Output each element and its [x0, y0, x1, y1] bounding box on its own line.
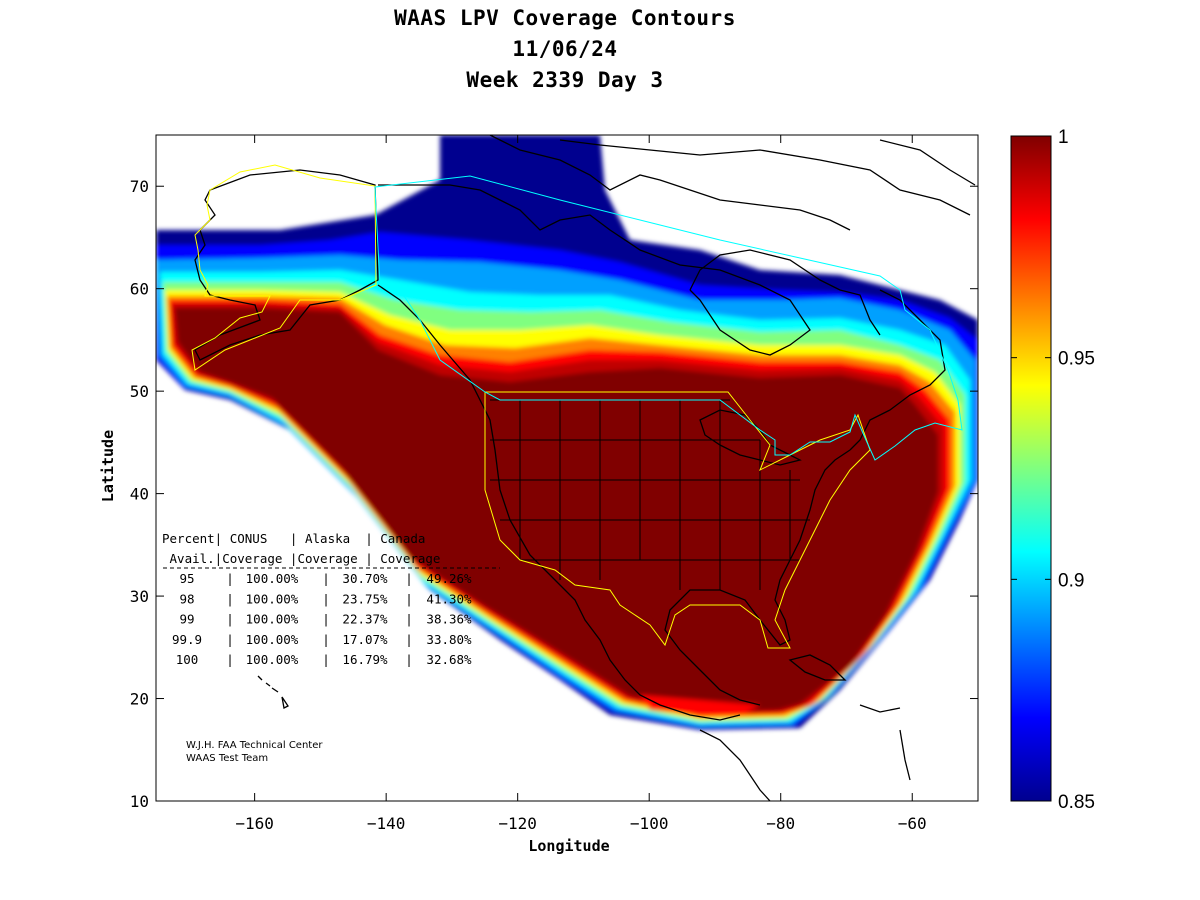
conus-boundary	[484, 391, 871, 649]
row-conus: 100.00%	[246, 591, 299, 606]
row-sep: |	[405, 571, 413, 586]
chart-date: 11/06/24	[512, 37, 618, 61]
x-axis: −160 −140 −120 −100 −80 −60	[235, 135, 927, 833]
row-sep: |	[226, 612, 234, 627]
plot-frame	[155, 134, 979, 802]
row-conus: 100.00%	[246, 612, 299, 627]
row-avail: 100	[176, 652, 199, 667]
colorbar-tick-label: 1	[1058, 127, 1069, 148]
row-alaska: 30.70%	[342, 571, 388, 586]
row-sep: |	[322, 612, 330, 627]
row-sep: |	[322, 632, 330, 647]
x-tick-label: −100	[630, 814, 669, 833]
row-alaska: 17.07%	[342, 632, 388, 647]
table-header-1: Percent| CONUS | Alaska | Canada	[162, 531, 425, 546]
coverage-table: Percent| CONUS | Alaska | Canada Avail.|…	[162, 531, 500, 667]
colorbar-ticks: 1 0.95 0.9 0.85	[1011, 127, 1095, 813]
row-sep: |	[405, 652, 413, 667]
y-axis: 10 20 30 40 50 60 70	[130, 177, 978, 811]
row-canada: 41.30%	[426, 591, 472, 606]
chart-title: WAAS LPV Coverage Contours	[394, 6, 736, 30]
row-avail: 98	[179, 591, 194, 606]
row-canada: 49.26%	[426, 571, 472, 586]
table-header-2: Avail.|Coverage |Coverage | Coverage	[162, 551, 440, 566]
row-conus: 100.00%	[246, 652, 299, 667]
credit-line-1: W.J.H. FAA Technical Center	[186, 740, 323, 751]
row-conus: 100.00%	[246, 632, 299, 647]
row-sep: |	[405, 632, 413, 647]
alaska-boundary	[191, 164, 377, 371]
row-avail: 99.9	[172, 632, 202, 647]
y-tick-label: 50	[130, 382, 149, 401]
row-sep: |	[226, 591, 234, 606]
x-tick-label: −60	[898, 814, 927, 833]
y-tick-label: 70	[130, 177, 149, 196]
table-rows: 95 | 100.00% | 30.70% | 49.26% 98 | 100.00% | 23.75…	[172, 571, 472, 667]
y-tick-label: 20	[130, 690, 149, 709]
y-tick-label: 40	[130, 485, 149, 504]
x-tick-label: −140	[367, 814, 406, 833]
credit-line-2: WAAS Test Team	[186, 753, 268, 764]
plot-area	[156, 135, 978, 801]
row-alaska: 23.75%	[342, 591, 388, 606]
y-axis-label: Latitude	[99, 430, 117, 502]
colorbar-gradient	[1010, 135, 1052, 802]
x-tick-label: −80	[766, 814, 795, 833]
row-sep: |	[322, 591, 330, 606]
row-conus: 100.00%	[246, 571, 299, 586]
row-alaska: 16.79%	[342, 652, 388, 667]
row-alaska: 22.37%	[342, 612, 388, 627]
row-avail: 95	[179, 571, 194, 586]
colorbar-tick-label: 0.95	[1058, 349, 1095, 370]
colorbar: 1 0.95 0.9 0.85	[1010, 127, 1095, 813]
x-tick-label: −160	[235, 814, 274, 833]
y-tick-label: 30	[130, 587, 149, 606]
row-sep: |	[322, 571, 330, 586]
x-axis-label: Longitude	[528, 837, 609, 855]
row-sep: |	[226, 652, 234, 667]
row-canada: 32.68%	[426, 652, 472, 667]
chart-week-day: Week 2339 Day 3	[466, 68, 664, 92]
service-boundaries	[191, 164, 963, 649]
y-tick-label: 60	[130, 280, 149, 299]
x-tick-label: −120	[498, 814, 537, 833]
row-canada: 38.36%	[426, 612, 472, 627]
row-sep: |	[405, 591, 413, 606]
canada-boundary	[374, 175, 963, 461]
row-sep: |	[226, 571, 234, 586]
row-sep: |	[322, 652, 330, 667]
colorbar-tick-label: 0.85	[1058, 792, 1095, 813]
y-tick-label: 10	[130, 792, 149, 811]
colorbar-tick-label: 0.9	[1058, 570, 1084, 591]
row-sep: |	[226, 632, 234, 647]
row-sep: |	[405, 612, 413, 627]
row-canada: 33.80%	[426, 632, 472, 647]
row-avail: 99	[179, 612, 194, 627]
